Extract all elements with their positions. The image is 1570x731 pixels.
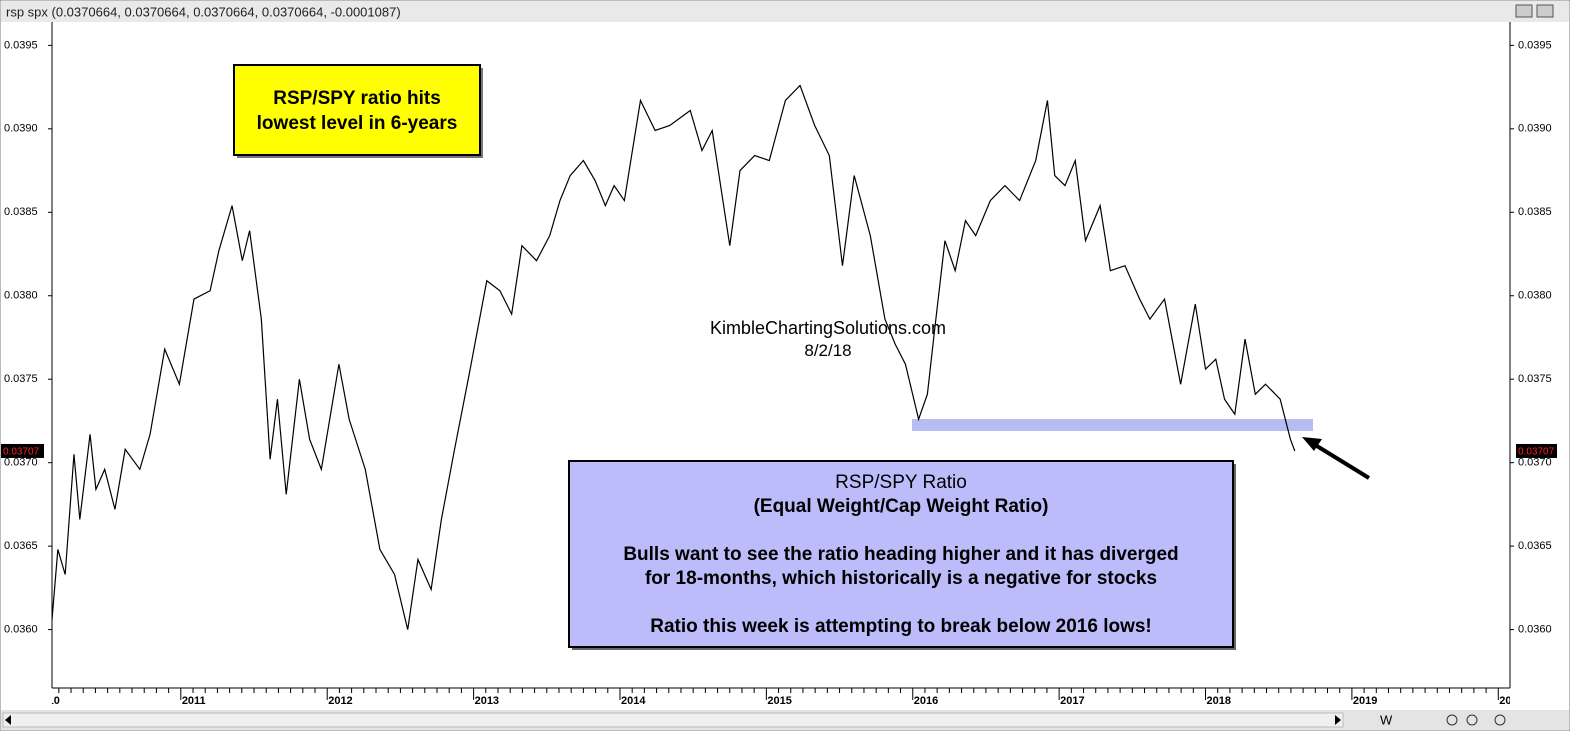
- headline-text: RSP/SPY ratio hits: [273, 88, 441, 109]
- y-tick-label: 0.0395: [4, 39, 38, 51]
- header-text: rsp spx (0.0370664, 0.0370664, 0.0370664…: [6, 4, 401, 19]
- y-tick-label: 0.0370: [1518, 457, 1552, 469]
- x-tick-label: 2016: [914, 695, 938, 707]
- y-tick-label: 0.0390: [4, 123, 38, 135]
- y-tick-label: 0.0380: [1518, 290, 1552, 302]
- scroll-left[interactable]: [5, 715, 11, 725]
- support-band: [912, 419, 1313, 431]
- x-tick-label: 2017: [1060, 695, 1084, 707]
- info-box: RSP/SPY Ratio (Equal Weight/Cap Weight R…: [568, 460, 1236, 650]
- y-tick-label: 0.0375: [4, 373, 38, 385]
- x-tick-label: 2014: [621, 695, 646, 707]
- x-tick-label: 2015: [767, 695, 791, 707]
- x-axis-labels: 2010 2011 2012 2013 2014 2015 2016 2017 2018 2019…: [35, 688, 1523, 707]
- y-tick-label: 0.0365: [4, 540, 38, 552]
- window-button[interactable]: [1536, 4, 1554, 18]
- x-tick-label: 2010: [35, 695, 59, 707]
- headline-bg: [233, 64, 481, 156]
- headline-box: RSP/SPY ratio hits lowest level in 6-yea…: [233, 64, 483, 158]
- current-value-bg: [1516, 443, 1557, 458]
- y-tick-label: 0.0375: [1518, 373, 1552, 385]
- current-value-label: 0.03707: [3, 447, 40, 458]
- watermark-date: 8/2/18: [804, 341, 851, 360]
- plot-area: [52, 84, 1313, 630]
- x-tick-label: 2019: [1353, 695, 1377, 707]
- tool[interactable]: [1494, 714, 1506, 726]
- watermark: KimbleChartingSolutions.com: [710, 318, 946, 338]
- y-tick-label: 0.0370: [4, 457, 38, 469]
- y-tick-label: 0.0365: [1518, 540, 1552, 552]
- header-bar: [1, 1, 1569, 22]
- scrollbar[interactable]: [2, 712, 1344, 728]
- y-tick-label: 0.0360: [4, 623, 38, 635]
- y-tick-label: 0.0360: [1518, 623, 1552, 635]
- info-text: Ratio this week is attempting to break b…: [650, 616, 1152, 637]
- x-tick-label: 2012: [328, 695, 352, 707]
- window-button[interactable]: [1515, 4, 1533, 18]
- scroll-right[interactable]: [1335, 715, 1341, 725]
- x-tick-label: 2013: [475, 695, 499, 707]
- zoom-out[interactable]: [1446, 714, 1458, 726]
- zoom-in[interactable]: [1466, 714, 1478, 726]
- x-tick-label: 2020: [1499, 695, 1523, 707]
- x-tick-label: 2011: [182, 695, 206, 707]
- info-text: for 18-months, which historically is a n…: [645, 568, 1157, 589]
- info-bg: [568, 460, 1234, 648]
- arrow: [1302, 437, 1371, 480]
- y-tick-label: 0.0385: [4, 206, 38, 218]
- x-tick-label: 2018: [1207, 695, 1231, 707]
- data-line: [52, 84, 1296, 630]
- current-value-label: 0.03707: [1518, 447, 1555, 458]
- toolbar-label[interactable]: W: [1380, 712, 1393, 727]
- info-title: RSP/SPY Ratio: [835, 472, 967, 493]
- current-value-bg: [1, 443, 44, 458]
- headline-text: lowest level in 6-years: [257, 113, 458, 134]
- info-text: Bulls want to see the ratio heading high…: [623, 544, 1178, 565]
- info-subtitle: (Equal Weight/Cap Weight Ratio): [754, 496, 1049, 517]
- y-tick-label: 0.0390: [1518, 123, 1552, 135]
- y-tick-label: 0.0380: [4, 290, 38, 302]
- y-tick-label: 0.0395: [1518, 39, 1552, 51]
- y-tick-label: 0.0385: [1518, 206, 1552, 218]
